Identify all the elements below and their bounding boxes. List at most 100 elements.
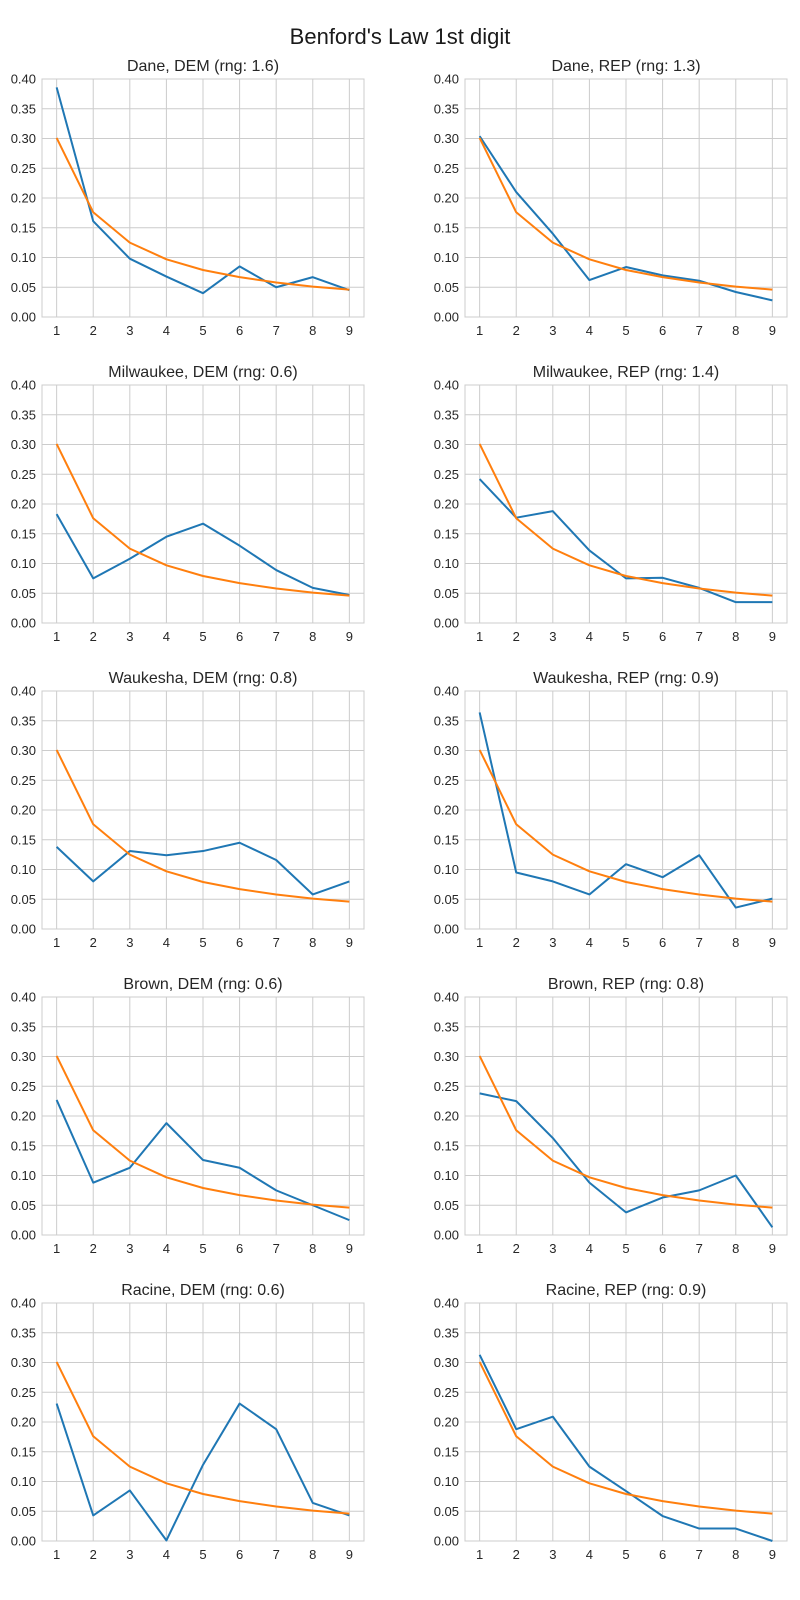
y-tick-label: 0.15 — [11, 220, 36, 235]
y-tick-label: 0.30 — [434, 131, 459, 146]
y-tick-label: 0.10 — [434, 556, 459, 571]
x-tick-label: 1 — [476, 1241, 483, 1256]
x-tick-label: 8 — [732, 935, 739, 950]
x-tick-label: 3 — [549, 629, 556, 644]
observed-line — [55, 87, 350, 295]
observed-line — [55, 1402, 350, 1542]
x-tick-label: 9 — [346, 1547, 353, 1562]
y-tick-label: 0.25 — [434, 467, 459, 482]
x-tick-label: 3 — [549, 1241, 556, 1256]
subplot-5: 0.00 0.05 0.10 0.15 0.20 0.25 0.30 0.35 0.40 1 2 3 4… — [11, 670, 365, 950]
x-tick-label: 2 — [513, 1241, 520, 1256]
x-tick-label: 7 — [273, 935, 280, 950]
y-tick-label: 0.40 — [434, 684, 459, 699]
y-tick-label: 0.40 — [11, 72, 36, 87]
y-tick-label: 0.30 — [11, 743, 36, 758]
y-tick-label: 0.00 — [11, 310, 36, 325]
x-tick-label: 9 — [346, 629, 353, 644]
y-tick-label: 0.40 — [434, 1296, 459, 1311]
x-tick-label: 6 — [236, 1547, 243, 1562]
y-tick-label: 0.40 — [11, 378, 36, 393]
y-tick-label: 0.25 — [11, 467, 36, 482]
y-tick-label: 0.25 — [11, 1385, 36, 1400]
plot-frame — [464, 384, 788, 624]
x-tick-label: 1 — [476, 629, 483, 644]
y-tick-label: 0.15 — [11, 1444, 36, 1459]
x-tick-label: 6 — [659, 323, 666, 338]
x-tick-label: 7 — [273, 323, 280, 338]
subplot-title: Brown, DEM (rng: 0.6) — [123, 976, 282, 993]
benford-line — [478, 137, 773, 291]
y-tick-label: 0.15 — [11, 526, 36, 541]
y-tick-label: 0.30 — [434, 743, 459, 758]
x-tick-label: 3 — [549, 935, 556, 950]
x-tick-label: 9 — [769, 1241, 776, 1256]
plot-frame — [464, 690, 788, 930]
y-tick-label: 0.05 — [434, 586, 459, 601]
observed-line — [55, 841, 350, 896]
x-tick-label: 9 — [769, 1547, 776, 1562]
x-tick-label: 4 — [163, 629, 170, 644]
x-tick-label: 4 — [586, 935, 593, 950]
y-tick-label: 0.10 — [434, 1168, 459, 1183]
x-tick-label: 1 — [53, 935, 60, 950]
x-tick-label: 7 — [696, 1241, 703, 1256]
y-tick-label: 0.20 — [434, 497, 459, 512]
y-tick-label: 0.35 — [434, 1325, 459, 1340]
x-tick-label: 2 — [90, 1241, 97, 1256]
observed-line — [479, 1092, 774, 1228]
x-tick-label: 5 — [199, 629, 206, 644]
plot-frame — [464, 996, 788, 1236]
y-tick-label: 0.05 — [11, 1504, 36, 1519]
x-tick-label: 8 — [732, 1547, 739, 1562]
y-tick-label: 0.25 — [434, 1079, 459, 1094]
y-tick-label: 0.10 — [434, 1474, 459, 1489]
y-tick-label: 0.00 — [11, 1228, 36, 1243]
x-tick-label: 3 — [126, 1241, 133, 1256]
x-tick-label: 1 — [476, 1547, 483, 1562]
x-tick-label: 3 — [126, 935, 133, 950]
x-tick-label: 7 — [696, 629, 703, 644]
y-tick-label: 0.00 — [434, 922, 459, 937]
x-tick-label: 6 — [236, 1241, 243, 1256]
x-tick-label: 5 — [622, 1241, 629, 1256]
y-tick-label: 0.05 — [434, 1198, 459, 1213]
y-tick-label: 0.40 — [11, 1296, 36, 1311]
y-tick-label: 0.25 — [434, 773, 459, 788]
y-tick-label: 0.00 — [11, 922, 36, 937]
plot-frame — [41, 1302, 365, 1542]
x-tick-label: 2 — [513, 323, 520, 338]
x-tick-label: 9 — [346, 323, 353, 338]
subplot-title: Brown, REP (rng: 0.8) — [548, 976, 704, 993]
y-tick-label: 0.35 — [434, 1019, 459, 1034]
y-tick-label: 0.20 — [434, 1415, 459, 1430]
observed-line — [478, 712, 773, 909]
y-tick-label: 0.15 — [434, 1138, 459, 1153]
x-tick-label: 8 — [309, 935, 316, 950]
subplot-title: Racine, DEM (rng: 0.6) — [121, 1282, 285, 1299]
y-tick-label: 0.05 — [434, 280, 459, 295]
x-tick-label: 2 — [513, 629, 520, 644]
plot-frame — [41, 996, 365, 1236]
subplot-title: Dane, REP (rng: 1.3) — [551, 58, 700, 75]
y-tick-label: 0.30 — [434, 1049, 459, 1064]
x-tick-label: 4 — [163, 323, 170, 338]
benford-line — [55, 1361, 350, 1515]
x-tick-label: 7 — [696, 935, 703, 950]
x-tick-label: 4 — [586, 629, 593, 644]
plot-frame — [464, 1302, 788, 1542]
y-tick-label: 0.00 — [11, 1534, 36, 1549]
y-tick-label: 0.05 — [434, 892, 459, 907]
x-tick-label: 6 — [659, 1547, 666, 1562]
x-tick-label: 7 — [696, 323, 703, 338]
subplot-3: 0.00 0.05 0.10 0.15 0.20 0.25 0.30 0.35 0.40 1 2 3 4… — [11, 364, 365, 644]
subplot-title: Waukesha, DEM (rng: 0.8) — [109, 670, 298, 687]
x-tick-label: 2 — [90, 1547, 97, 1562]
x-tick-label: 9 — [769, 935, 776, 950]
x-tick-label: 6 — [236, 629, 243, 644]
subplot-title: Racine, REP (rng: 0.9) — [546, 1282, 707, 1299]
y-tick-label: 0.10 — [11, 862, 36, 877]
y-tick-label: 0.25 — [434, 161, 459, 176]
y-tick-label: 0.10 — [11, 1474, 36, 1489]
subplot-9: 0.00 0.05 0.10 0.15 0.20 0.25 0.30 0.35 0.40 1 2 3 4… — [11, 1282, 365, 1562]
